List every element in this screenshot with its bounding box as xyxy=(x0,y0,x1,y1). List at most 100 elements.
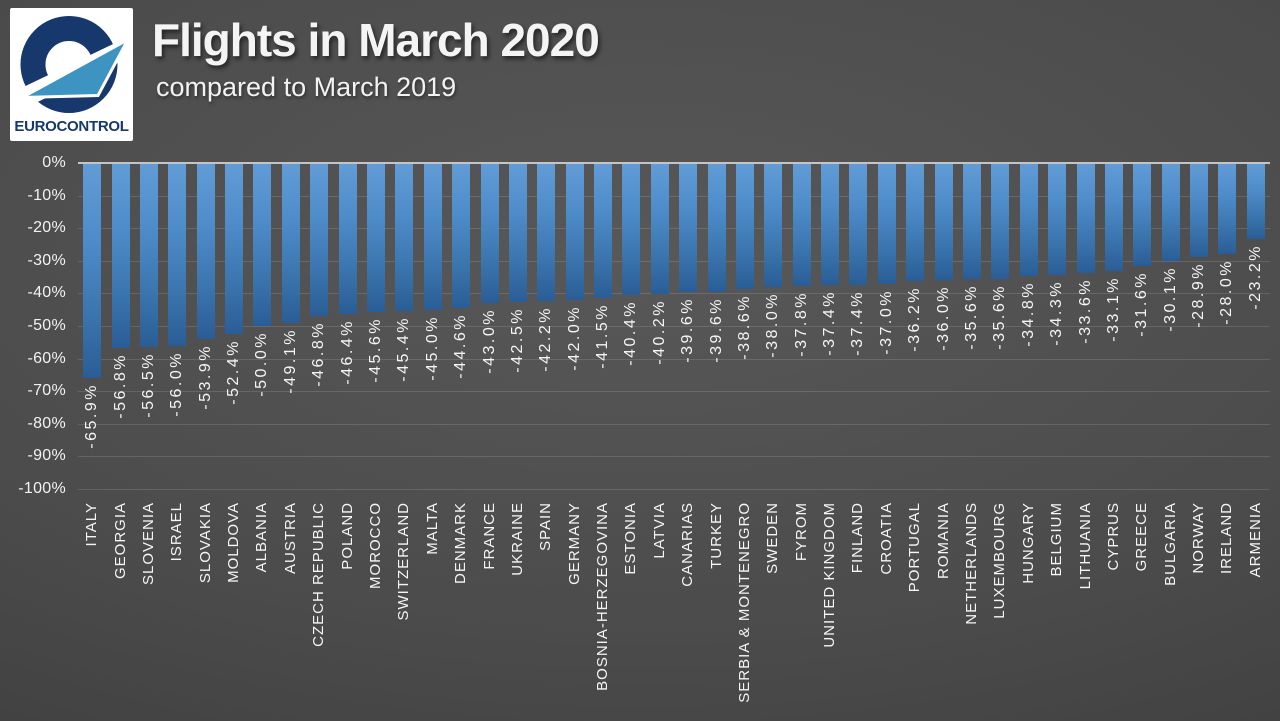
bar-value-label: -28.9% xyxy=(1190,262,1208,328)
bar-column: -37.4% FINLAND xyxy=(844,163,872,721)
bar-value-label: -53.9% xyxy=(196,344,214,410)
bar xyxy=(934,163,953,280)
bar xyxy=(139,163,158,347)
bar-value-label: -33.1% xyxy=(1104,276,1122,342)
bar-column: -46.8% CZECH REPUBLIC xyxy=(305,163,333,721)
bar xyxy=(1076,163,1095,273)
bar-column: -42.5% UKRAINE xyxy=(504,163,532,721)
category-label: SPAIN xyxy=(537,502,555,551)
category-label: NORWAY xyxy=(1190,502,1208,574)
category-label: ALBANIA xyxy=(253,502,271,573)
bar xyxy=(338,163,357,314)
bar xyxy=(395,163,414,311)
bar-column: -50.0% ALBANIA xyxy=(248,163,276,721)
gridline xyxy=(78,326,1270,327)
category-label: CANARIAS xyxy=(679,502,697,587)
bar-column: -43.0% FRANCE xyxy=(475,163,503,721)
bar-column: -65.9% ITALY xyxy=(78,163,106,721)
category-label: BULGARIA xyxy=(1161,502,1179,586)
category-label: UKRAINE xyxy=(508,502,526,576)
category-label: CYPRUS xyxy=(1104,502,1122,571)
category-label: LATVIA xyxy=(650,502,668,559)
bar-column: -53.9% SLOVAKIA xyxy=(192,163,220,721)
bar-value-label: -37.4% xyxy=(821,290,839,356)
bar xyxy=(1161,163,1180,261)
bar-value-label: -35.6% xyxy=(991,284,1009,350)
bar-value-label: -42.2% xyxy=(537,306,555,372)
category-label: AUSTRIA xyxy=(281,502,299,575)
category-label: IRELAND xyxy=(1218,502,1236,575)
category-label: SWEDEN xyxy=(764,502,782,574)
bar-column: -45.6% MOROCCO xyxy=(362,163,390,721)
bar xyxy=(707,163,726,292)
bar-value-label: -37.4% xyxy=(849,290,867,356)
bar xyxy=(650,163,669,294)
category-label: CZECH REPUBLIC xyxy=(310,502,328,647)
bar-value-label: -45.4% xyxy=(395,316,413,382)
category-label: SERBIA & MONTENEGRO xyxy=(735,502,753,703)
bar xyxy=(1190,163,1209,257)
eurocontrol-logo-text: EUROCONTROL xyxy=(14,118,129,135)
bar xyxy=(792,163,811,286)
bar xyxy=(962,163,981,279)
category-label: FINLAND xyxy=(849,502,867,574)
bar-value-label: -56.8% xyxy=(111,353,129,419)
bar xyxy=(1246,163,1265,239)
category-label: PORTUGAL xyxy=(906,502,924,593)
y-axis-tick-label: -30% xyxy=(27,251,66,269)
category-label: GEORGIA xyxy=(111,502,129,580)
bar-value-label: -37.0% xyxy=(877,289,895,355)
category-label: SWITZERLAND xyxy=(395,502,413,621)
category-label: UNITED KINGDOM xyxy=(821,502,839,648)
bar xyxy=(565,163,584,300)
bar-column: -38.6% SERBIA & MONTENEGRO xyxy=(731,163,759,721)
category-label: HUNGARY xyxy=(1019,502,1037,584)
bar xyxy=(537,163,556,301)
bar-column: -37.8% FYROM xyxy=(788,163,816,721)
chart-subtitle: compared to March 2019 xyxy=(156,72,457,102)
bar-value-label: -36.2% xyxy=(906,286,924,352)
bar-column: -56.5% SLOVENIA xyxy=(135,163,163,721)
bar-column: -45.0% MALTA xyxy=(419,163,447,721)
bar xyxy=(196,163,215,339)
bar-column: -33.6% LITHUANIA xyxy=(1071,163,1099,721)
bar-column: -36.0% ROMANIA xyxy=(929,163,957,721)
bar-column: -56.8% GEORGIA xyxy=(106,163,134,721)
bar-value-label: -42.5% xyxy=(508,307,526,373)
bar-column: -39.6% TURKEY xyxy=(702,163,730,721)
bar xyxy=(735,163,754,289)
bar xyxy=(1133,163,1152,266)
bar-column: -36.2% PORTUGAL xyxy=(901,163,929,721)
bar-value-label: -49.1% xyxy=(281,328,299,394)
bar-column: -34.3% BELGIUM xyxy=(1043,163,1071,721)
bar xyxy=(1104,163,1123,271)
bar xyxy=(452,163,471,308)
category-label: MOROCCO xyxy=(366,502,384,589)
y-axis-tick-label: -70% xyxy=(27,382,66,400)
category-label: POLAND xyxy=(338,502,356,570)
y-axis-tick-label: -50% xyxy=(27,317,66,334)
category-label: GERMANY xyxy=(565,502,583,585)
y-axis-tick-label: -90% xyxy=(27,447,66,465)
bar xyxy=(168,163,187,346)
bar-column: -37.4% UNITED KINGDOM xyxy=(816,163,844,721)
bar-value-label: -40.2% xyxy=(650,299,668,365)
bar-column: -56.0% ISRAEL xyxy=(163,163,191,721)
bar-column: -31.6% GREECE xyxy=(1128,163,1156,721)
bar-value-label: -45.6% xyxy=(366,317,384,383)
gridline xyxy=(78,228,1270,230)
bar-column: -23.2% ARMENIA xyxy=(1242,163,1270,721)
bar xyxy=(821,163,840,285)
bar xyxy=(594,163,613,298)
bar xyxy=(849,163,868,285)
bar-column: -37.0% CROATIA xyxy=(873,163,901,721)
gridline xyxy=(78,391,1270,393)
y-axis-tick-label: -10% xyxy=(27,186,66,204)
bar-value-label: -65.9% xyxy=(83,383,101,449)
category-label: BELGIUM xyxy=(1048,502,1066,577)
eurocontrol-logo: EUROCONTROL xyxy=(10,8,133,141)
category-label: DENMARK xyxy=(452,502,470,585)
bar-column: -52.4% MOLDOVA xyxy=(220,163,248,721)
category-label: SLOVENIA xyxy=(139,502,157,586)
